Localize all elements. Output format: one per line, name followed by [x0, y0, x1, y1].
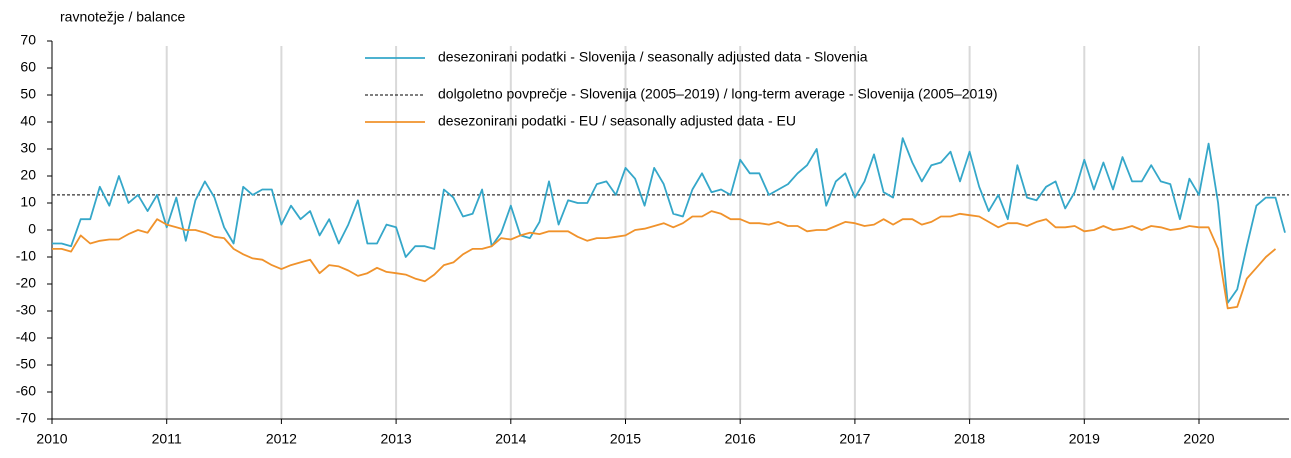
x-tick-label: 2010: [36, 431, 67, 447]
y-tick-label: -20: [16, 275, 36, 291]
x-tick-label: 2020: [1183, 431, 1214, 447]
y-tick-label: -50: [16, 356, 36, 372]
x-tick-label: 2016: [725, 431, 756, 447]
legend-label: desezonirani podatki - EU / seasonally a…: [438, 113, 796, 129]
y-tick-label: 60: [20, 59, 36, 75]
x-tick-label: 2017: [839, 431, 870, 447]
legend-label: dolgoletno povprečje - Slovenija (2005–2…: [438, 86, 998, 102]
y-tick-label: -10: [16, 248, 36, 264]
y-tick-label: -30: [16, 302, 36, 318]
x-tick-label: 2011: [152, 431, 182, 447]
x-tick-label: 2013: [381, 431, 412, 447]
series-line: [52, 210, 1277, 310]
y-tick-label: 30: [20, 140, 36, 156]
y-tick-label: 40: [20, 113, 36, 129]
y-tick-label: 20: [20, 167, 36, 183]
y-tick-label: 0: [28, 221, 36, 237]
y-tick-label: 50: [20, 86, 36, 102]
y-tick-label: 70: [20, 32, 36, 48]
x-tick-label: 2014: [495, 431, 526, 447]
series-line: [52, 137, 1286, 304]
y-tick-label: -40: [16, 329, 36, 345]
x-tick-label: 2012: [266, 431, 297, 447]
y-tick-label: -60: [16, 383, 36, 399]
x-tick-label: 2015: [610, 431, 641, 447]
y-tick-label: 10: [20, 194, 36, 210]
y-axis-label: ravnotežje / balance: [60, 9, 186, 25]
x-tick-label: 2019: [1069, 431, 1100, 447]
legend-label: desezonirani podatki - Slovenija / seaso…: [438, 49, 868, 65]
y-tick-label: -70: [16, 410, 36, 426]
x-tick-label: 2018: [954, 431, 985, 447]
